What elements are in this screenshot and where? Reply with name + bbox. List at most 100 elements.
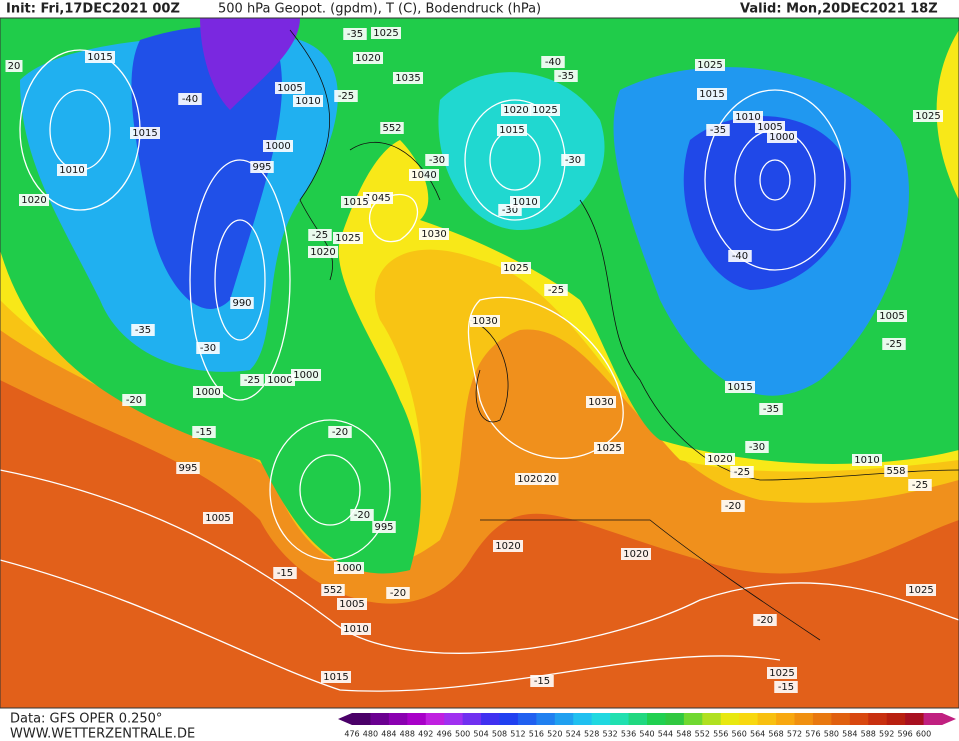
scale-cell <box>370 713 390 725</box>
label-box <box>393 72 423 84</box>
map-label: 552 <box>323 585 342 596</box>
scale-label: 500 <box>455 730 470 739</box>
scale-label: 536 <box>621 730 636 739</box>
scale-cell <box>794 713 814 725</box>
map-label: 1000 <box>336 563 361 574</box>
label-box <box>882 338 906 350</box>
label-box <box>530 675 554 687</box>
label-box <box>501 262 531 274</box>
label-box <box>343 28 367 40</box>
scale-cell <box>739 713 759 725</box>
label-box <box>386 587 410 599</box>
map-label: -25 <box>886 339 902 350</box>
map-label: -25 <box>338 91 354 102</box>
label-box <box>334 90 358 102</box>
map-label: -30 <box>200 343 216 354</box>
map-label: 1030 <box>472 316 497 327</box>
map-frame <box>0 17 959 709</box>
map-label: 1005 <box>879 311 904 322</box>
scale-label: 484 <box>381 730 396 739</box>
map-label: 20 <box>8 61 21 72</box>
scale-label: 560 <box>732 730 747 739</box>
scale-cell <box>776 713 795 725</box>
label-box <box>273 567 297 579</box>
label-box <box>730 466 754 478</box>
map-label: -40 <box>545 57 561 68</box>
map-label: 995 <box>252 162 271 173</box>
map-label: 1020 <box>707 454 732 465</box>
map-label: -35 <box>135 325 151 336</box>
map-label: 1025 <box>769 668 794 679</box>
map-label: 1015 <box>87 52 112 63</box>
map-label: 1005 <box>205 513 230 524</box>
map-label: -35 <box>558 71 574 82</box>
label-box <box>745 441 769 453</box>
label-box <box>497 124 527 136</box>
label-box <box>425 154 449 166</box>
scale-cell <box>481 713 500 725</box>
data-source: Data: GFS OPER 0.250° <box>10 712 162 727</box>
scale-cell <box>610 713 630 725</box>
label-box <box>240 374 264 386</box>
label-box <box>706 124 730 136</box>
scale-label: 548 <box>676 730 691 739</box>
map-label: 1025 <box>373 28 398 39</box>
scale-label: 596 <box>897 730 912 739</box>
map-label: -40 <box>182 94 198 105</box>
scale-label: 476 <box>344 730 359 739</box>
scale-label: 600 <box>916 730 931 739</box>
label-box <box>308 229 332 241</box>
label-box <box>263 140 293 152</box>
map-label: 552 <box>382 123 401 134</box>
label-box <box>510 196 540 208</box>
map-label: 1010 <box>343 624 368 635</box>
scale-cell <box>812 713 832 725</box>
field-blue-east <box>683 116 852 290</box>
map-label: 1015 <box>699 89 724 100</box>
label-box <box>705 453 735 465</box>
scale-label: 544 <box>658 730 673 739</box>
label-box <box>334 562 364 574</box>
map-label: 1040 <box>411 170 436 181</box>
map-label: 1000 <box>195 387 220 398</box>
scale-label: 492 <box>418 730 433 739</box>
label-box <box>176 462 200 474</box>
map-label: 1010 <box>295 96 320 107</box>
scale-cell <box>499 713 519 725</box>
map-label: -25 <box>312 230 328 241</box>
label-box <box>341 623 371 635</box>
map-label: 1015 <box>727 382 752 393</box>
label-box <box>275 82 305 94</box>
map-label: 1005 <box>339 599 364 610</box>
label-box <box>877 310 907 322</box>
map-label: 1025 <box>697 60 722 71</box>
map-label: 1015 <box>499 125 524 136</box>
map-title: 500 hPa Geopot. (gpdm), T (C), Bodendruc… <box>218 2 541 17</box>
scale-cell <box>591 713 611 725</box>
scale-label: 572 <box>787 730 802 739</box>
label-box <box>353 52 383 64</box>
scale-label: 580 <box>824 730 839 739</box>
label-box <box>333 232 363 244</box>
map-label: 1025 <box>915 111 940 122</box>
scale-label: 564 <box>750 730 765 739</box>
label-box <box>774 681 798 693</box>
map-label: 1025 <box>908 585 933 596</box>
label-box <box>203 512 233 524</box>
label-box <box>728 250 752 262</box>
label-box <box>5 60 23 72</box>
map-label: 1010 <box>59 165 84 176</box>
label-box <box>913 110 943 122</box>
scale-label: 520 <box>547 730 562 739</box>
label-box <box>753 614 777 626</box>
map-label: -15 <box>196 427 212 438</box>
label-box <box>308 246 338 258</box>
map-label: -30 <box>429 155 445 166</box>
map-label: -15 <box>778 682 794 693</box>
map-label: -20 <box>126 395 142 406</box>
scale-label: 576 <box>805 730 820 739</box>
map-label: -20 <box>390 588 406 599</box>
scale-cell <box>425 713 445 725</box>
map-label: 1030 <box>421 229 446 240</box>
map: 1015 20 -40 1015 1010 1020 1005 1010 -25 1000 995 1… <box>0 18 959 708</box>
